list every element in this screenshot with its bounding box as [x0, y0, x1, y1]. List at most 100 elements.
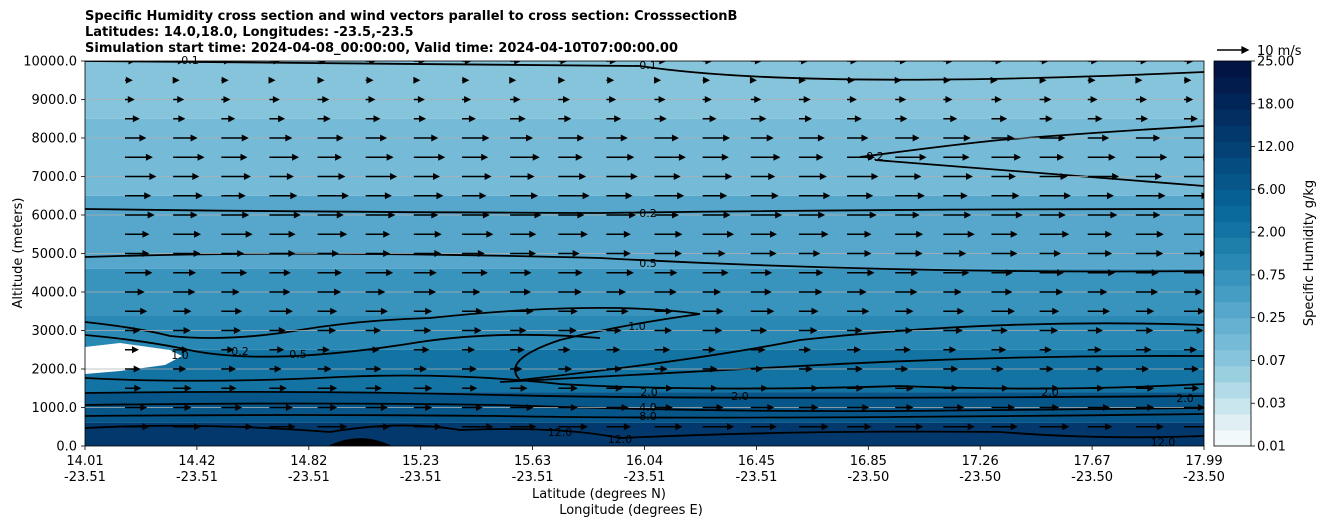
wind-arrow	[702, 192, 728, 200]
contour-label: 2.0	[1041, 386, 1059, 399]
wind-arrow	[702, 173, 733, 180]
x-tick-label-lon: -23.50	[1183, 470, 1225, 485]
x-tick-label-lon: -23.50	[959, 470, 1001, 485]
colorbar-segment	[1214, 141, 1251, 158]
wind-arrow	[895, 404, 914, 411]
wind-arrow	[413, 134, 439, 142]
wind-arrow	[943, 153, 970, 161]
wind-arrow	[221, 230, 253, 238]
colorbar-label: Specific Humidity g/kg	[1302, 180, 1317, 326]
wind-arrow	[943, 173, 973, 180]
wind-arrow	[847, 423, 872, 431]
contour-line	[85, 61, 1204, 81]
wind-arrow	[750, 384, 769, 392]
wind-arrow	[461, 365, 477, 373]
wind-arrow	[943, 115, 958, 123]
contour-line	[85, 402, 1204, 413]
colorbar-frame	[1213, 60, 1252, 447]
wind-arrow	[943, 384, 959, 392]
wind-arrow	[558, 404, 578, 411]
wind-arrow	[125, 269, 153, 277]
wind-arrow	[221, 269, 248, 277]
wind-arrow	[125, 134, 147, 142]
wind-arrow	[606, 230, 631, 238]
contour-label: 0.2	[866, 150, 884, 163]
wind-arrow	[1087, 153, 1116, 161]
y-tick-label: 7000.0	[32, 170, 78, 185]
wind-arrow	[413, 404, 433, 411]
wind-arrow	[1087, 384, 1105, 392]
contour-label: 2.0	[731, 390, 749, 403]
wind-arrow	[991, 404, 1015, 411]
x-tick-label-lat: 14.42	[178, 454, 215, 469]
colorbar-segment	[1214, 221, 1251, 238]
wind-arrow	[221, 384, 237, 392]
wind-arrow	[702, 76, 711, 84]
colorbar-segment	[1214, 173, 1251, 190]
wind-arrow	[1135, 384, 1155, 392]
wind-arrow	[461, 250, 485, 257]
y-tick-label: 3000.0	[32, 324, 78, 339]
wind-arrow	[1135, 307, 1155, 315]
wind-arrow	[317, 423, 348, 431]
wind-arrow	[221, 134, 249, 142]
wind-arrow	[750, 307, 775, 315]
x-axis-label-latitude: Latitude (degrees N)	[532, 487, 666, 502]
wind-arrow	[1039, 230, 1070, 238]
wind-arrow	[943, 96, 953, 103]
wind-arrow	[895, 346, 911, 354]
contour-label: 0.1	[181, 54, 199, 67]
wind-arrow	[461, 192, 487, 200]
wind-arrow	[606, 134, 628, 142]
wind-arrow	[269, 404, 293, 411]
wind-arrow	[798, 423, 829, 431]
chart-title-line-3: Simulation start time: 2024-04-08_00:00:…	[85, 41, 678, 56]
x-tick-label-lat: 16.04	[626, 454, 663, 469]
wind-arrow	[317, 134, 344, 142]
y-tick-label: 2000.0	[32, 363, 78, 378]
wind-arrow	[510, 288, 532, 296]
wind-arrow	[1039, 76, 1047, 84]
wind-arrow	[461, 346, 476, 354]
wind-arrow	[654, 153, 686, 161]
wind-arrow	[1087, 423, 1113, 431]
wind-arrow	[1135, 153, 1168, 161]
wind-arrow	[654, 404, 673, 411]
wind-arrow	[943, 134, 971, 142]
wind-arrow	[606, 346, 621, 354]
wind-arrow	[221, 327, 241, 334]
wind-arrow	[413, 384, 433, 392]
wind-arrow	[943, 288, 962, 296]
wind-arrow	[510, 365, 523, 373]
wind-arrow	[991, 423, 1018, 431]
wind-arrow	[269, 153, 300, 161]
wind-arrow	[798, 76, 806, 84]
wind-arrow	[847, 211, 877, 219]
wind-arrow	[750, 134, 774, 142]
wind-arrow	[173, 327, 191, 334]
wind-arrow	[221, 404, 243, 411]
x-tick-label-lon: -23.51	[288, 470, 330, 485]
wind-arrow	[558, 423, 588, 431]
wind-arrow	[1135, 423, 1164, 431]
wind-arrow	[895, 192, 925, 200]
wind-arrow	[1039, 134, 1066, 142]
wind-arrow	[461, 423, 494, 431]
wind-arrow	[510, 173, 535, 180]
wind-arrow	[943, 61, 954, 65]
x-tick-label-lon: -23.50	[847, 470, 889, 485]
wind-arrow	[895, 384, 914, 392]
wind-arrow	[269, 307, 293, 315]
wind-arrow	[173, 134, 198, 142]
wind-arrow	[173, 115, 186, 123]
wind-arrow	[702, 153, 729, 161]
wind-arrow	[606, 192, 633, 200]
contour-line	[85, 424, 1204, 439]
wind-arrow	[654, 76, 662, 84]
wind-arrow	[221, 250, 245, 257]
wind-arrow	[510, 61, 522, 65]
wind-arrow	[558, 192, 590, 200]
contour-line	[874, 159, 1204, 187]
wind-arrow	[221, 61, 232, 65]
wind-arrow	[702, 250, 726, 257]
